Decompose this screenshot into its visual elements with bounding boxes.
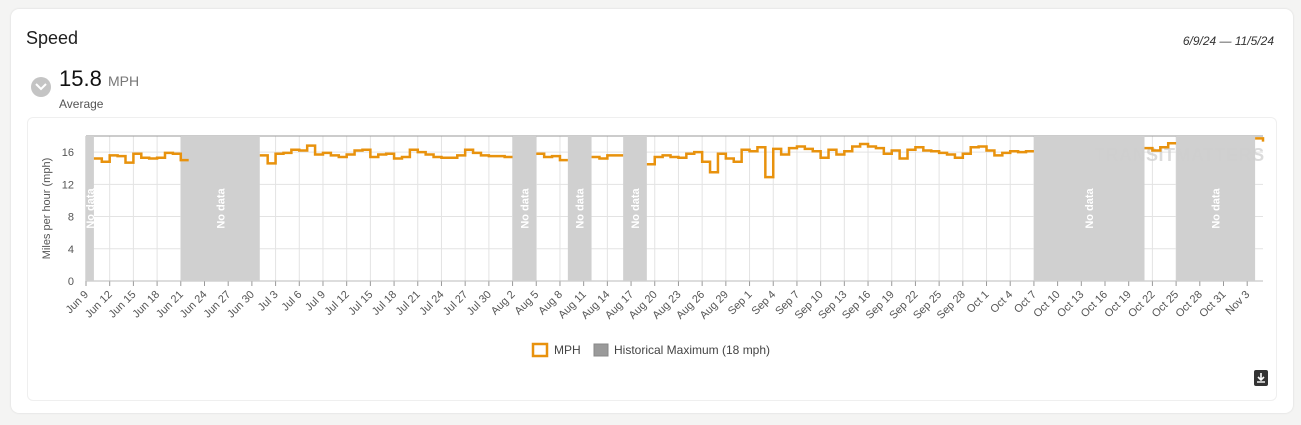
y-tick-label: 0 [68, 276, 74, 288]
x-tick-label: Oct 4 [988, 289, 1015, 316]
average-label: Average [59, 97, 104, 111]
watermark-logo: TRANSITMATTERS [1094, 145, 1265, 165]
mph-series-line [259, 144, 513, 165]
no-data-label: No data [215, 187, 227, 228]
date-range: 6/9/24 — 11/5/24 [1182, 34, 1274, 48]
x-tick-label: Sep 1 [726, 289, 755, 318]
no-data-label: No data [630, 187, 642, 228]
no-data-band [1033, 136, 1145, 281]
x-tick-label: Jul 21 [394, 289, 423, 318]
card-title: Speed [26, 28, 79, 48]
x-tick-label: Sep 4 [750, 289, 779, 318]
no-data-band [512, 136, 537, 281]
average-unit: MPH [108, 73, 140, 89]
mph-series-line [1144, 142, 1177, 152]
x-tick-label: Jun 30 [225, 289, 257, 321]
x-tick-label: Jul 30 [465, 289, 494, 318]
no-data-band [86, 136, 94, 281]
chart-container: 0 4 8 12 16 Jun 9 Jun 12 Jun 15 Jun 18 Jun 21 Jun … [27, 117, 1277, 401]
x-tick-label: Jul 3 [256, 289, 281, 314]
mph-series-line [93, 151, 189, 164]
no-data-label: No data [1211, 187, 1223, 228]
x-tick-label: Jul 27 [441, 289, 470, 318]
speed-card: Speed 6/9/24 — 11/5/24 15.8 MPH Average … [11, 9, 1293, 413]
average-value: 15.8 [59, 66, 102, 91]
y-tick-label: 16 [62, 147, 74, 159]
legend-label-mph: MPH [554, 343, 581, 357]
no-data-label: No data [575, 187, 587, 228]
x-tick-label: Jul 15 [346, 289, 375, 318]
x-tick-label: Aug 5 [513, 289, 542, 318]
y-tick-label: 4 [68, 244, 74, 256]
mph-series-line [591, 154, 624, 160]
legend-label-historical-max: Historical Maximum (18 mph) [614, 343, 770, 357]
x-tick-label: Jul 6 [279, 289, 304, 314]
x-tick-label: Jul 24 [417, 289, 446, 318]
x-tick-label: Nov 3 [1224, 289, 1253, 318]
legend-swatch-historical-max [593, 343, 609, 357]
legend-swatch-mph [531, 342, 549, 358]
no-data-band [567, 136, 592, 281]
no-data-band [1176, 136, 1256, 281]
mph-series-line [536, 152, 568, 162]
no-data-band [623, 136, 647, 281]
x-tick-label: Oct 31 [1197, 289, 1228, 320]
x-tick-label: Jul 18 [370, 289, 399, 318]
download-icon[interactable] [1254, 370, 1268, 386]
legend[interactable]: MPH Historical Maximum (18 mph) [531, 342, 770, 358]
no-data-label: No data [519, 187, 531, 228]
no-data-label: No data [1084, 187, 1096, 228]
mph-series-line [1255, 137, 1265, 142]
y-tick-label: 8 [68, 212, 74, 224]
x-tick-label: Aug 2 [489, 289, 518, 318]
no-data-band [180, 136, 260, 281]
y-axis-label: Miles per hour (mph) [41, 158, 53, 259]
x-tick-label: Oct 1 [965, 289, 992, 316]
no-data-label: No data [85, 187, 97, 228]
chevron-down-icon[interactable] [31, 77, 51, 97]
x-tick-label: Jul 12 [323, 289, 352, 318]
y-tick-label: 12 [62, 179, 74, 191]
mph-series-line [646, 142, 1034, 179]
